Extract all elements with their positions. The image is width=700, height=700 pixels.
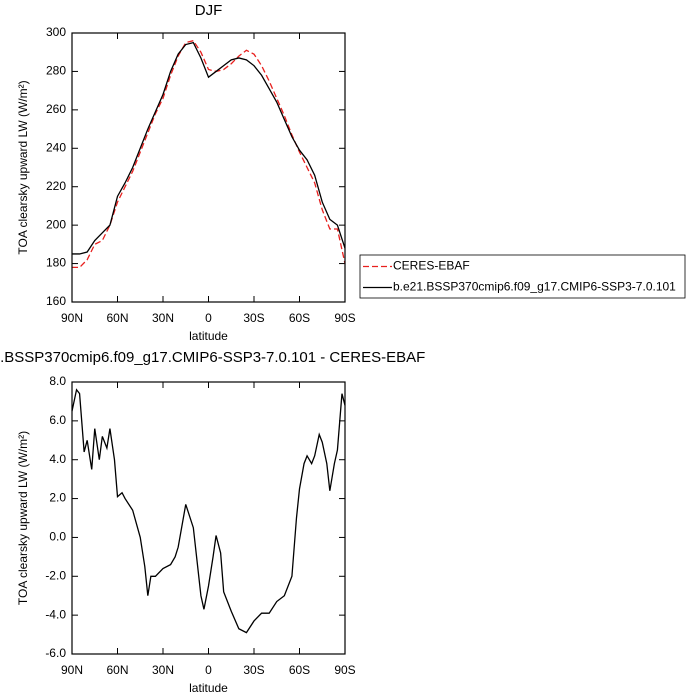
plot-frame [71,32,346,303]
x-tick-label: 60S [289,663,310,677]
y-tick-label: -6.0 [45,646,66,660]
y-tick-label: 240 [46,140,66,154]
y-tick-label: 160 [46,294,66,308]
x-axis-label: latitude [189,329,228,343]
x-tick-label: 0 [205,311,212,325]
x-tick-label: 60N [106,311,128,325]
y-tick-label: 280 [46,64,66,78]
x-tick-label: 90S [334,663,355,677]
y-tick-label: 200 [46,217,66,231]
data-line [72,39,346,269]
x-tick-label: 60N [106,663,128,677]
y-tick-label: 300 [46,25,66,39]
chart-title: 1.BSSP370cmip6.f09_g17.CMIP6-SSP3-7.0.10… [0,349,425,366]
plot-frame [71,381,346,655]
y-tick-label: -4.0 [45,607,66,621]
x-tick-label: 30S [243,663,264,677]
x-tick-label: 90N [61,311,83,325]
x-tick-label: 60S [289,311,310,325]
x-tick-label: 0 [205,663,212,677]
y-tick-label: 2.0 [49,491,66,505]
x-tick-label: 90S [334,311,355,325]
x-axis-label: latitude [189,681,228,695]
x-tick-label: 30N [152,663,174,677]
y-axis-label: TOA clearsky upward LW (W/m²) [16,80,30,254]
y-tick-label: 220 [46,179,66,193]
y-tick-label: -2.0 [45,568,66,582]
data-line [72,41,346,255]
data-line [71,388,346,634]
x-tick-label: 30N [152,311,174,325]
chart-title: DJF [195,2,223,19]
y-tick-label: 8.0 [49,374,66,388]
y-tick-label: 6.0 [49,413,66,427]
legend-label: b.e21.BSSP370cmip6.f09_g17.CMIP6-SSP3-7.… [393,280,676,294]
y-tick-label: 0.0 [49,530,66,544]
x-tick-label: 90N [61,663,83,677]
y-axis-label: TOA clearsky upward LW (W/m²) [16,431,30,605]
y-tick-label: 180 [46,256,66,270]
legend-box [359,254,686,299]
x-tick-label: 30S [243,311,264,325]
y-tick-label: 260 [46,102,66,116]
y-tick-label: 4.0 [49,452,66,466]
legend-label: CERES-EBAF [393,259,470,273]
